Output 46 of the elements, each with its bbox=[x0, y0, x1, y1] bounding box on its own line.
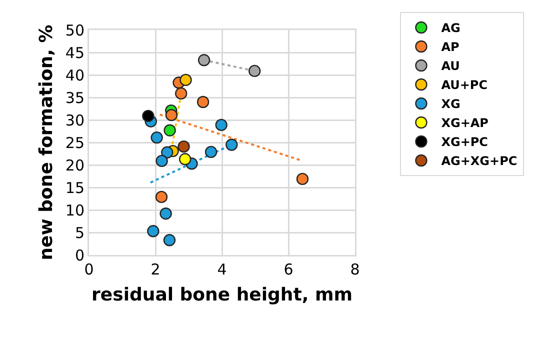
point bbox=[215, 118, 228, 132]
y-tick-label: 20 bbox=[65, 156, 84, 174]
legend-label: XG bbox=[441, 97, 460, 112]
point bbox=[164, 124, 176, 136]
legend-label: AU bbox=[441, 59, 460, 74]
point bbox=[165, 108, 178, 122]
point bbox=[161, 146, 174, 158]
y-axis-title: new bone formation, % bbox=[36, 24, 57, 260]
point bbox=[196, 96, 210, 108]
y-tick-label: 45 bbox=[65, 44, 84, 62]
point bbox=[175, 87, 188, 100]
legend-label: AU+PC bbox=[441, 78, 488, 92]
point bbox=[198, 54, 210, 66]
y-tick-label: 50 bbox=[65, 21, 84, 40]
y-tick-label: 35 bbox=[65, 88, 84, 107]
y-tick-label: 30 bbox=[65, 111, 84, 130]
point bbox=[226, 138, 238, 151]
x-tick-label: 4 bbox=[217, 260, 227, 278]
point bbox=[160, 208, 172, 220]
point bbox=[156, 154, 168, 168]
y-tick-label: 0 bbox=[74, 246, 84, 264]
point bbox=[178, 140, 190, 153]
y-tick-label: 25 bbox=[65, 134, 84, 152]
legend-label: XG+AP bbox=[441, 116, 489, 130]
legend-label: AG bbox=[441, 21, 460, 36]
x-tick-label: 2 bbox=[150, 260, 160, 278]
y-tick-label: 10 bbox=[65, 201, 84, 220]
point bbox=[248, 64, 261, 78]
x-tick-label: 8 bbox=[350, 260, 360, 278]
point bbox=[147, 225, 160, 238]
point bbox=[178, 153, 192, 166]
point bbox=[150, 131, 163, 144]
x-axis-title: residual bone height, mm bbox=[92, 284, 352, 306]
x-tick-label: 6 bbox=[284, 260, 294, 278]
y-tick-label: 15 bbox=[65, 178, 84, 197]
legend-label: AG+XG+PC bbox=[441, 154, 518, 168]
point bbox=[142, 110, 154, 122]
legend-label: XG+PC bbox=[441, 135, 488, 150]
y-tick-label: 5 bbox=[74, 224, 84, 242]
point bbox=[180, 74, 192, 86]
point bbox=[204, 146, 218, 158]
y-tick-label: 40 bbox=[65, 66, 84, 84]
point bbox=[155, 190, 168, 204]
point bbox=[296, 172, 309, 186]
legend-label: AP bbox=[441, 40, 460, 54]
point bbox=[163, 234, 176, 246]
